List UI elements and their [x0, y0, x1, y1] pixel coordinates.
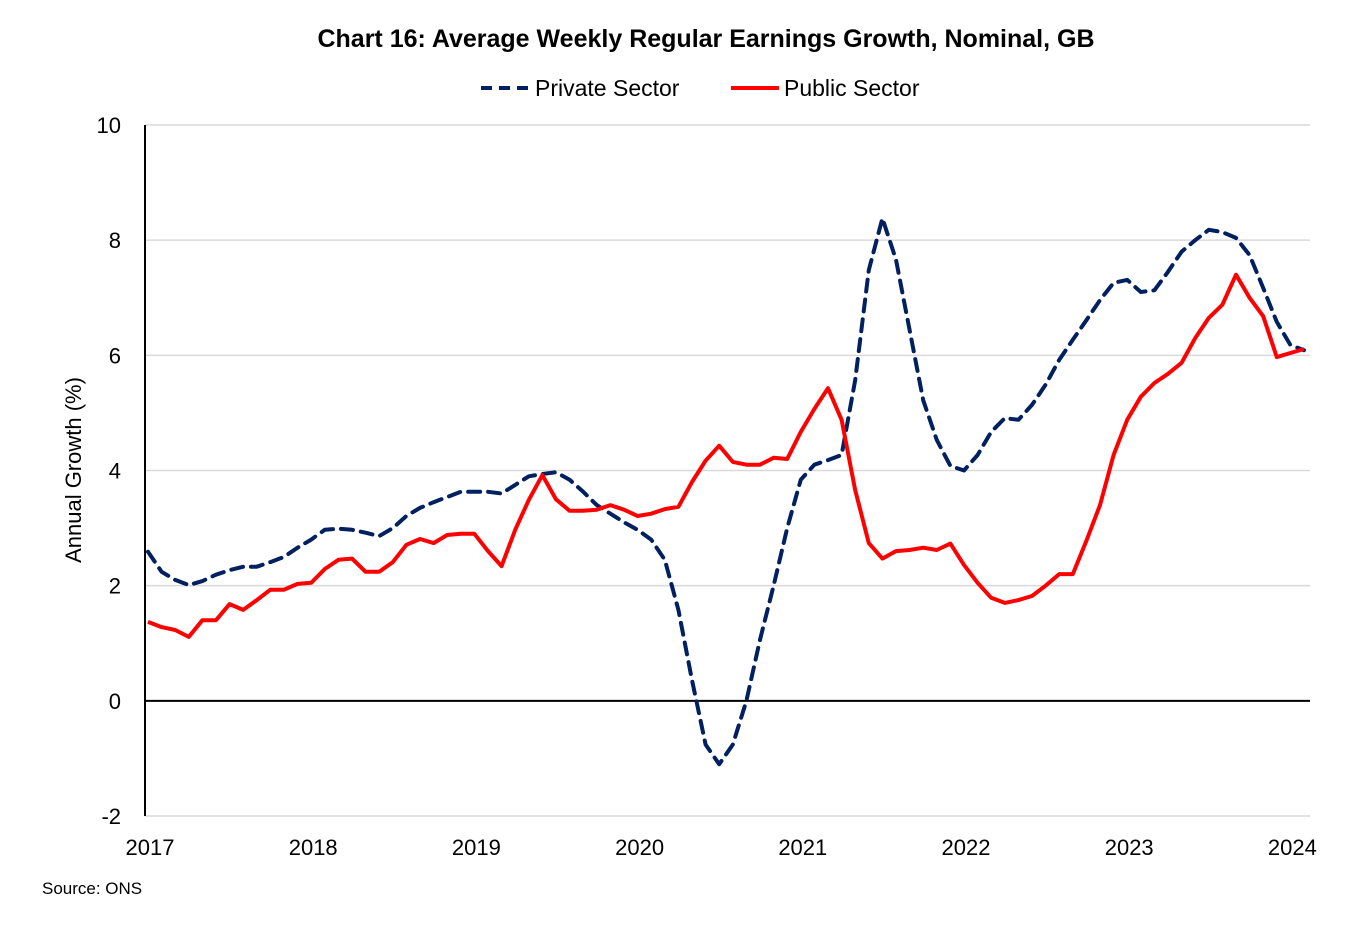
x-tick-label: 2019	[452, 835, 501, 860]
x-tick-label: 2021	[778, 835, 827, 860]
chart-title: Chart 16: Average Weekly Regular Earning…	[317, 25, 1094, 53]
y-axis-label: Annual Growth (%)	[61, 377, 86, 563]
x-tick-label: 2018	[289, 835, 338, 860]
x-tick-label: 2017	[126, 835, 175, 860]
y-tick-label: 6	[109, 343, 121, 368]
series-line-private-sector	[146, 216, 1306, 767]
series-line-public-sector	[147, 272, 1305, 639]
x-tick-label: 2022	[942, 835, 991, 860]
y-tick-label: -2	[101, 804, 121, 829]
y-axis-ticks: -2 0 2 4 6 8 10	[97, 113, 121, 829]
gridlines	[145, 124, 1310, 817]
series-lines	[146, 216, 1306, 767]
x-tick-label: 2023	[1105, 835, 1154, 860]
y-tick-label: 2	[109, 574, 121, 599]
x-axis-ticks: 2017 2018 2019 2020 2021 2022 2023 2024	[126, 835, 1317, 860]
legend-label-public: Public Sector	[784, 75, 920, 101]
legend: Private Sector Public Sector	[481, 75, 920, 101]
x-tick-label: 2020	[615, 835, 664, 860]
y-tick-label: 0	[109, 689, 121, 714]
legend-label-private: Private Sector	[535, 75, 680, 101]
x-tick-label: 2024	[1268, 835, 1317, 860]
source-note: Source: ONS	[42, 879, 142, 898]
y-tick-label: 10	[97, 113, 121, 138]
y-tick-label: 8	[109, 228, 121, 253]
y-tick-label: 4	[109, 459, 121, 484]
